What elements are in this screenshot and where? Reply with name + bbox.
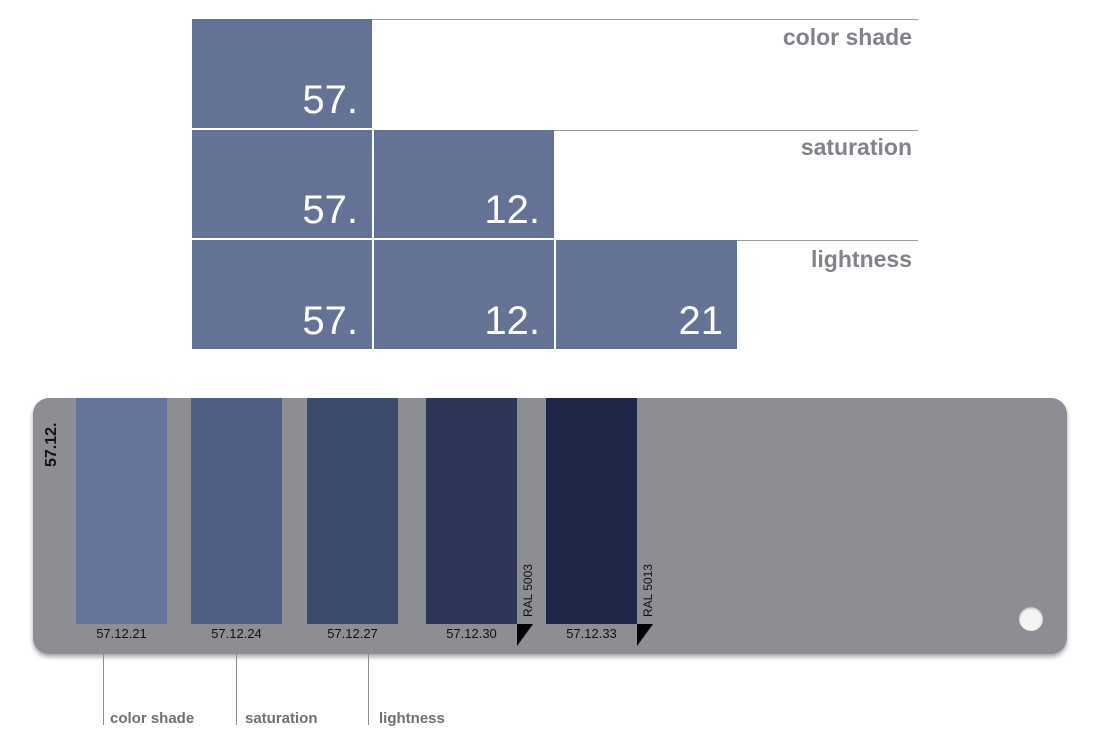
ral-marker-flag [517,624,533,646]
legend-lightness: lightness [379,710,445,727]
saturation-block: 12. [374,130,554,238]
ral-marker-flag [637,624,653,646]
row-divider [372,19,918,20]
row-divider [737,240,918,241]
swatch-code: 57.12.24 [211,626,262,641]
fan-card-hole [1019,607,1043,631]
code-structure-diagram: 57. color shade 57. 12. saturation 57. 1… [192,19,918,349]
leader-line [368,646,369,725]
leader-line [236,646,237,725]
block-code: 21 [678,299,724,343]
row-divider [554,130,918,131]
block-code: 57. [302,78,358,122]
fan-card-code: 57.12. [43,422,60,467]
legend-color-shade: color shade [110,710,195,727]
block-code: 57. [302,299,358,343]
row-label-color-shade: color shade [782,24,912,50]
lightness-block: 21 [556,240,737,349]
row-label-lightness: lightness [811,246,912,272]
color-swatch [546,398,637,624]
block-code: 57. [302,188,358,232]
legend-saturation: saturation [245,710,318,727]
saturation-block: 12. [374,240,554,349]
swatch-code: 57.12.27 [327,626,378,641]
swatch-code: 57.12.21 [96,626,147,641]
row-label-saturation: saturation [800,134,912,160]
color-shade-block: 57. [192,19,372,128]
color-shade-block: 57. [192,130,372,238]
block-code: 12. [484,299,540,343]
block-code: 12. [484,188,540,232]
leader-line [103,646,104,725]
ral-label: RAL 5013 [641,564,655,617]
swatch-code: 57.12.30 [446,626,497,641]
ral-label: RAL 5003 [521,564,535,617]
color-shade-block: 57. [192,240,372,349]
color-swatch [426,398,517,624]
color-swatch [307,398,398,624]
swatch-code: 57.12.33 [566,626,617,641]
color-swatch [191,398,282,624]
color-swatch [76,398,167,624]
